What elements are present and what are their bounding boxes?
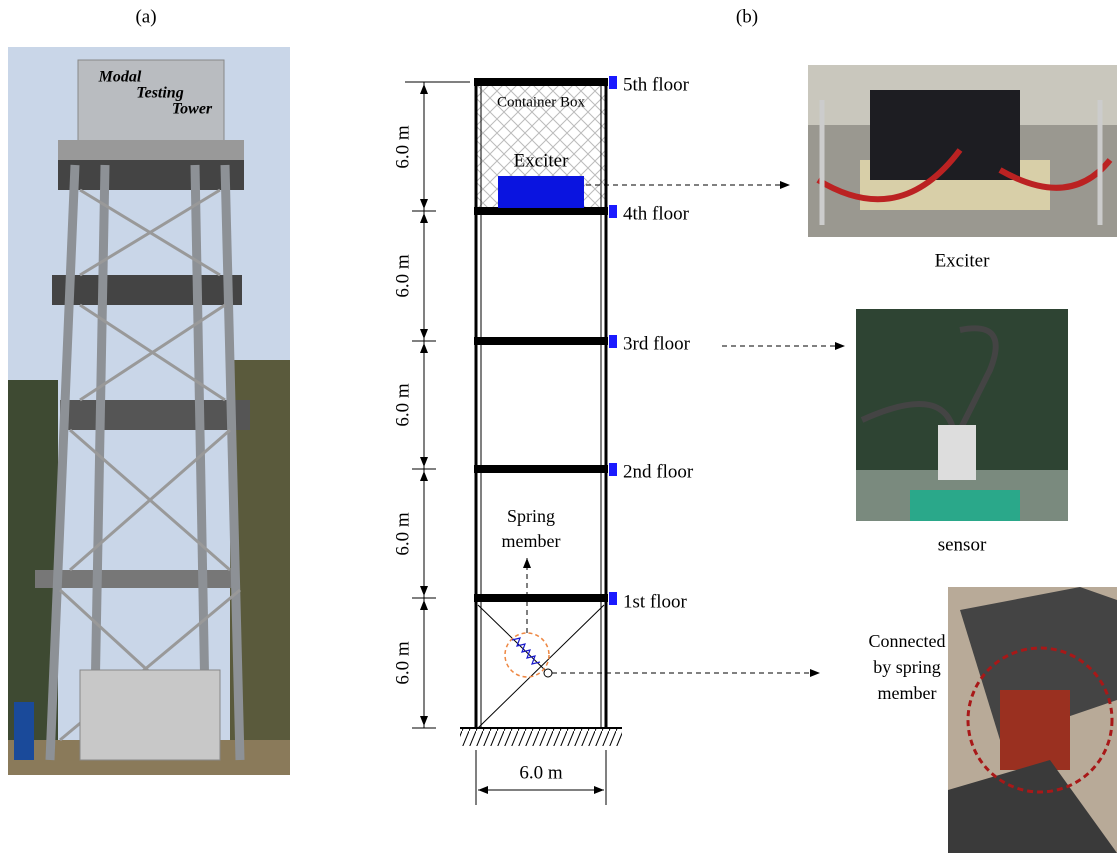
- photo-caption: sensor: [938, 534, 987, 555]
- spring-label: member: [502, 531, 561, 551]
- story-height: 6.0 m: [392, 383, 413, 427]
- tower-photo: Modal Testing Tower: [8, 47, 290, 775]
- story-height: 6.0 m: [392, 512, 413, 556]
- photo-caption: by spring: [873, 657, 941, 677]
- photo-caption: member: [878, 683, 937, 703]
- floor-label: 3rd floor: [623, 333, 691, 354]
- width-label: 6.0 m: [519, 762, 563, 783]
- exciter-label: Exciter: [514, 150, 570, 171]
- figure: (a) (b) Modal Testing Tower: [0, 0, 1117, 853]
- spring-label: Spring: [507, 506, 555, 526]
- story-height: 6.0 m: [392, 641, 413, 685]
- frame: [460, 76, 622, 746]
- floor-label: 5th floor: [623, 74, 690, 95]
- panel-label: (a): [135, 6, 156, 27]
- story-height: 6.0 m: [392, 125, 413, 169]
- sign-text: Testing: [136, 85, 183, 102]
- floor-label: 1st floor: [623, 591, 688, 612]
- sign-text: Tower: [172, 101, 213, 118]
- floor-label: 2nd floor: [623, 461, 694, 482]
- sensor-photo: [856, 309, 1068, 521]
- photo-caption: Connected: [869, 631, 946, 651]
- photo-caption: Exciter: [935, 250, 991, 271]
- sign-text: Modal: [98, 69, 142, 86]
- floor-label: 4th floor: [623, 203, 690, 224]
- container-box-label: Container Box: [497, 94, 585, 110]
- exciter-photo: [808, 65, 1117, 237]
- panel-label: (b): [736, 6, 758, 27]
- spring-photo: [948, 587, 1117, 853]
- story-height: 6.0 m: [392, 254, 413, 298]
